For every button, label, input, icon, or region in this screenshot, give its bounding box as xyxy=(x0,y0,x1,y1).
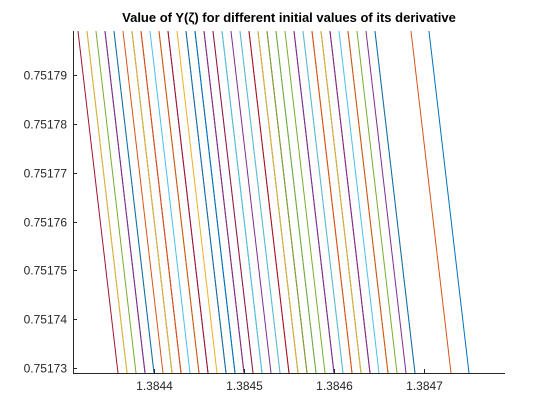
series-layer xyxy=(77,31,470,373)
series-line xyxy=(266,31,308,373)
series-line xyxy=(185,31,227,373)
series-line xyxy=(95,31,137,373)
series-line xyxy=(221,31,263,373)
y-tick-label: 0.75178 xyxy=(24,118,68,132)
y-tick-label: 0.75175 xyxy=(24,264,68,278)
series-line xyxy=(293,31,335,373)
series-line xyxy=(158,31,200,373)
series-line xyxy=(122,31,164,373)
y-tick-label: 0.75176 xyxy=(24,216,68,230)
series-line xyxy=(203,31,245,373)
series-line xyxy=(428,31,470,373)
series-line xyxy=(347,31,389,373)
series-line xyxy=(212,31,254,373)
x-tick-label: 1.3845 xyxy=(226,379,263,393)
series-line xyxy=(365,31,407,373)
series-line xyxy=(275,31,317,373)
y-tick-label: 0.75173 xyxy=(24,362,68,376)
series-line xyxy=(356,31,398,373)
series-line xyxy=(140,31,182,373)
series-line xyxy=(149,31,191,373)
series-line xyxy=(176,31,218,373)
series-line xyxy=(77,31,119,373)
series-line xyxy=(248,31,290,373)
series-line xyxy=(257,31,299,373)
series-line xyxy=(320,31,362,373)
chart-title: Value of Y(ζ) for different initial valu… xyxy=(122,10,456,25)
series-line xyxy=(284,31,326,373)
series-line xyxy=(131,31,173,373)
y-tick-label: 0.75179 xyxy=(24,69,68,83)
y-tick-label: 0.75177 xyxy=(24,167,68,181)
series-line xyxy=(113,31,155,373)
x-tick-label: 1.3844 xyxy=(136,379,173,393)
series-line xyxy=(302,31,344,373)
y-tick-label: 0.75174 xyxy=(24,313,68,327)
x-tick-label: 1.3847 xyxy=(406,379,443,393)
series-line xyxy=(410,31,452,373)
series-line xyxy=(194,31,236,373)
series-line xyxy=(230,31,272,373)
series-line xyxy=(167,31,209,373)
series-line xyxy=(338,31,380,373)
x-tick-label: 1.3846 xyxy=(316,379,353,393)
axes: 1.3844 1.3845 1.3846 1.3847 0.75173 0.75174 0.… xyxy=(24,31,505,393)
series-line xyxy=(104,31,146,373)
series-line xyxy=(86,31,128,373)
series-line xyxy=(239,31,281,373)
series-line xyxy=(374,31,416,373)
series-line xyxy=(329,31,371,373)
series-line xyxy=(311,31,353,373)
